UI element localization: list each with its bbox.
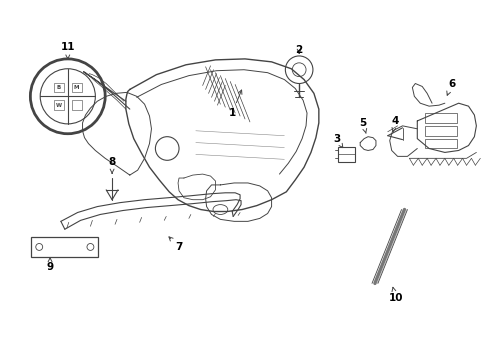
Text: 10: 10 <box>389 287 403 303</box>
Bar <box>72 100 81 110</box>
Bar <box>31 237 98 257</box>
Bar <box>72 82 81 93</box>
Text: W: W <box>56 103 62 108</box>
Bar <box>54 82 64 93</box>
Text: 7: 7 <box>169 237 183 252</box>
Text: 8: 8 <box>108 157 116 173</box>
Text: 1: 1 <box>228 90 242 118</box>
Text: 6: 6 <box>447 78 455 95</box>
Text: 4: 4 <box>392 116 399 132</box>
Text: 3: 3 <box>333 134 343 148</box>
Text: M: M <box>74 85 79 90</box>
Bar <box>54 100 64 110</box>
Text: 5: 5 <box>360 118 367 134</box>
Bar <box>425 126 457 136</box>
Text: 11: 11 <box>61 42 75 59</box>
Bar <box>425 113 457 123</box>
Bar <box>425 139 457 148</box>
Text: 2: 2 <box>295 45 303 55</box>
Text: 9: 9 <box>47 258 53 272</box>
Bar <box>338 147 355 162</box>
Text: B: B <box>57 85 61 90</box>
